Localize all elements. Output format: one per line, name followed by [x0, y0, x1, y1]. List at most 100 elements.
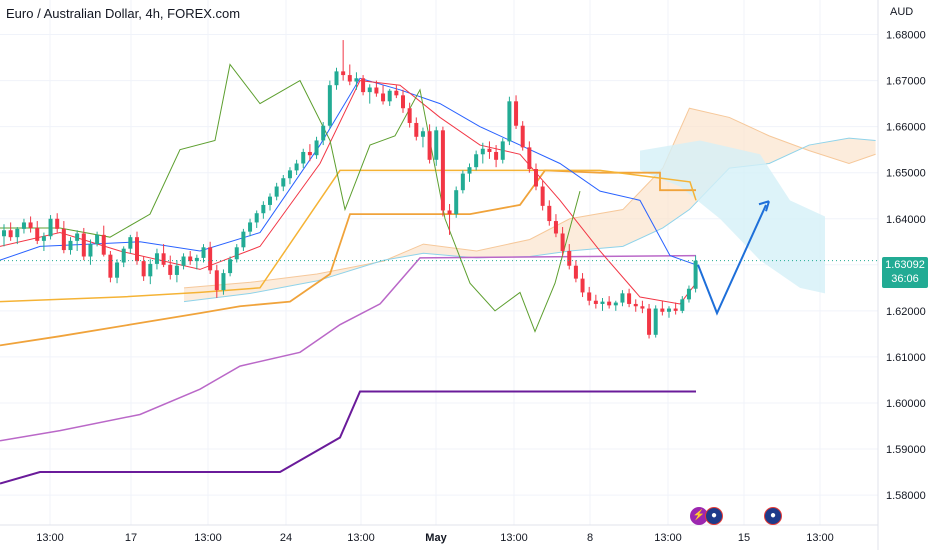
candle-body	[221, 273, 226, 291]
chart-grid	[0, 0, 878, 525]
candle-body	[434, 130, 439, 160]
candle-body	[387, 90, 392, 102]
candle-body	[294, 163, 299, 171]
candle-body	[587, 292, 592, 301]
cloud-edge-a	[183, 107, 876, 289]
x-tick-label: 13:00	[36, 532, 64, 544]
candle-body	[321, 125, 326, 141]
candle-body	[214, 270, 219, 291]
candle-body	[75, 233, 80, 241]
candle-body	[254, 213, 259, 223]
candle-body	[580, 278, 585, 293]
last-price: 1.63092	[885, 259, 925, 271]
cloud-edge-b	[183, 137, 876, 303]
candle-body	[613, 302, 618, 306]
candle-body	[148, 263, 153, 277]
candle-body	[680, 299, 685, 311]
candle-body	[301, 151, 306, 164]
ichimoku-cloud	[183, 107, 876, 303]
candle-body	[334, 71, 339, 86]
candle-body	[667, 308, 671, 312]
tenkan-line	[0, 77, 697, 266]
candle-body	[8, 230, 13, 238]
chart-title: Euro / Australian Dollar, 4h, FOREX.com	[6, 6, 241, 21]
x-tick-label: 17	[125, 532, 137, 544]
candle-body	[381, 93, 386, 102]
candle-body	[274, 186, 279, 197]
candle-body	[454, 190, 459, 215]
candle-body	[327, 85, 332, 126]
candle-body	[627, 293, 632, 304]
base-line-2	[0, 169, 697, 303]
candle-body	[553, 221, 558, 234]
candle-body	[560, 233, 565, 251]
candle-body	[21, 222, 26, 229]
candle-body	[121, 248, 126, 263]
lightning-icon[interactable]: ⚡	[690, 507, 708, 525]
au-flag-icon[interactable]: ●	[764, 507, 782, 525]
candle-body	[314, 140, 319, 156]
candle-body	[494, 151, 499, 160]
candle-body	[41, 236, 46, 241]
candle-body	[540, 186, 545, 206]
candlesticks	[0, 40, 878, 339]
x-tick-label: May	[425, 532, 447, 544]
lagging-line	[0, 63, 581, 333]
candle-body	[607, 301, 612, 306]
candle-body	[573, 265, 578, 279]
x-tick-label: 13:00	[654, 532, 682, 544]
x-tick-label: 24	[280, 532, 292, 544]
y-tick-label: 1.58000	[886, 490, 926, 502]
candle-body	[88, 244, 93, 257]
candle-body	[593, 300, 598, 304]
candle-body	[427, 131, 432, 160]
candle-body	[467, 167, 472, 174]
x-tick-label: 13:00	[347, 532, 375, 544]
x-tick-label: 15	[738, 532, 750, 544]
candle-body	[188, 256, 193, 262]
candle-body	[248, 222, 253, 232]
forecast-path	[697, 204, 767, 316]
candle-body	[181, 256, 186, 266]
candle-body	[440, 130, 445, 211]
y-tick-label: 1.66000	[886, 122, 926, 134]
candle-body	[55, 218, 60, 229]
y-tick-label: 1.59000	[886, 444, 926, 456]
candle-body	[201, 247, 206, 258]
candle-body	[128, 237, 133, 249]
indicator-lines	[0, 63, 697, 485]
candle-body	[640, 306, 645, 309]
candle-body	[374, 87, 379, 94]
bar-countdown: 36:06	[891, 273, 919, 285]
candle-body	[341, 71, 346, 76]
candle-body	[401, 95, 405, 109]
candle-body	[347, 75, 352, 82]
y-tick-label: 1.67000	[886, 76, 926, 88]
candle-body	[686, 288, 691, 300]
x-tick-label: 13:00	[500, 532, 528, 544]
au-flag-icon[interactable]: ●	[705, 507, 723, 525]
candle-body	[547, 205, 552, 222]
candle-body	[407, 108, 412, 123]
time-axis[interactable]: 13:00 17 13:00 24 13:00 May 13:00 8 13:00 15 13:00	[0, 524, 878, 544]
candle-body	[154, 253, 159, 264]
candle-body	[2, 230, 6, 237]
candle-body	[367, 87, 372, 93]
y-tick-label: 1.60000	[886, 398, 926, 410]
candle-body	[460, 173, 465, 191]
kijun-line	[0, 169, 696, 347]
candle-body	[480, 148, 485, 155]
y-tick-label: 1.62000	[886, 306, 926, 318]
y-tick-label: 1.68000	[886, 30, 926, 42]
y-tick-label: 1.64000	[886, 214, 926, 226]
candle-body	[447, 210, 452, 215]
x-tick-label: 8	[587, 532, 593, 544]
currency-label: AUD	[890, 6, 914, 18]
slow-average-line	[0, 390, 696, 485]
arrow-head-icon	[758, 200, 770, 212]
candle-body	[135, 237, 139, 262]
candle-body	[514, 101, 519, 126]
x-tick-label: 13:00	[806, 532, 834, 544]
candle-body	[161, 253, 166, 265]
